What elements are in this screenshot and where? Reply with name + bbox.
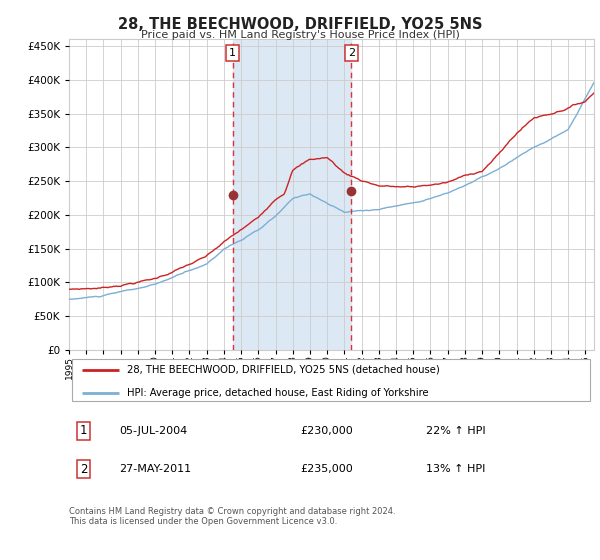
Text: 2: 2: [80, 463, 88, 475]
Text: 22% ↑ HPI: 22% ↑ HPI: [426, 426, 485, 436]
Text: Contains HM Land Registry data © Crown copyright and database right 2024.
This d: Contains HM Land Registry data © Crown c…: [69, 507, 395, 526]
Text: HPI: Average price, detached house, East Riding of Yorkshire: HPI: Average price, detached house, East…: [127, 388, 428, 398]
Text: £235,000: £235,000: [300, 464, 353, 474]
Text: 28, THE BEECHWOOD, DRIFFIELD, YO25 5NS: 28, THE BEECHWOOD, DRIFFIELD, YO25 5NS: [118, 17, 482, 32]
Text: 1: 1: [229, 48, 236, 58]
Text: 28, THE BEECHWOOD, DRIFFIELD, YO25 5NS (detached house): 28, THE BEECHWOOD, DRIFFIELD, YO25 5NS (…: [127, 365, 439, 375]
Text: £230,000: £230,000: [300, 426, 353, 436]
Text: Price paid vs. HM Land Registry's House Price Index (HPI): Price paid vs. HM Land Registry's House …: [140, 30, 460, 40]
Text: 13% ↑ HPI: 13% ↑ HPI: [426, 464, 485, 474]
Text: 2: 2: [348, 48, 355, 58]
Text: 27-MAY-2011: 27-MAY-2011: [119, 464, 191, 474]
FancyBboxPatch shape: [71, 359, 590, 402]
Text: 05-JUL-2004: 05-JUL-2004: [119, 426, 187, 436]
Text: 1: 1: [80, 424, 88, 437]
Bar: [233, 39, 351, 350]
